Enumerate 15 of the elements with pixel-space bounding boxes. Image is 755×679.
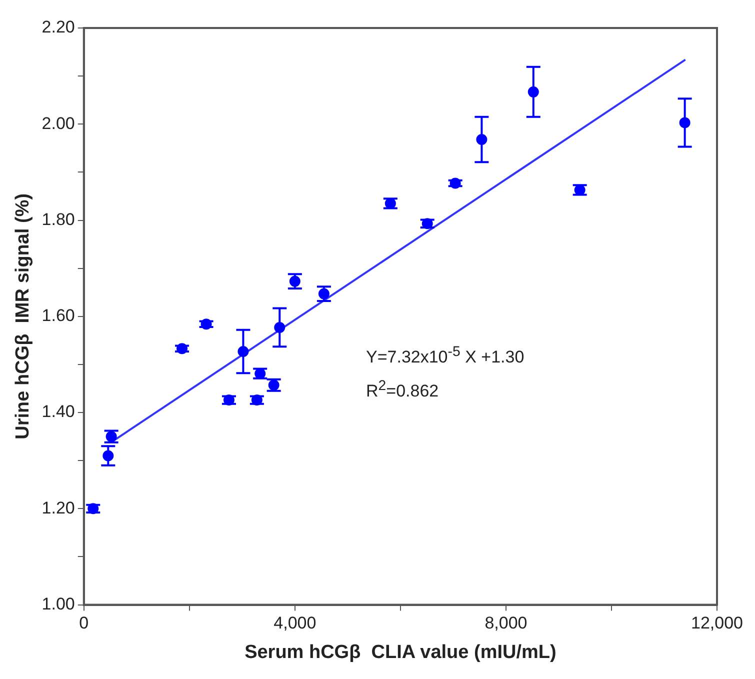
annotation: R$^{2}$=0.862 <box>366 378 439 402</box>
y-tick-label: 1.00 <box>42 594 75 614</box>
y-tick-label: 2.20 <box>42 18 75 37</box>
x-tick-label: 12,000 <box>691 614 743 633</box>
y-tick-label: 1.20 <box>42 498 75 518</box>
x-axis-title: Serum hCGβ CLIA value (mIU/mL) <box>244 642 556 663</box>
y-axis-title: Urine hCGβ IMR signal (%) <box>12 193 34 440</box>
y-tick-label: 2.00 <box>42 114 75 133</box>
y-tick-label: 1.40 <box>42 402 75 422</box>
x-tick-label: 4,000 <box>274 614 316 633</box>
y-tick-label: 1.80 <box>42 210 75 229</box>
x-tick-label: 8,000 <box>484 614 528 633</box>
x-tick-label: 0 <box>79 614 89 633</box>
annotation: Y=7.32x10$^{-5}$ X +1.30 <box>366 344 524 368</box>
y-tick-label: 1.60 <box>42 306 75 326</box>
